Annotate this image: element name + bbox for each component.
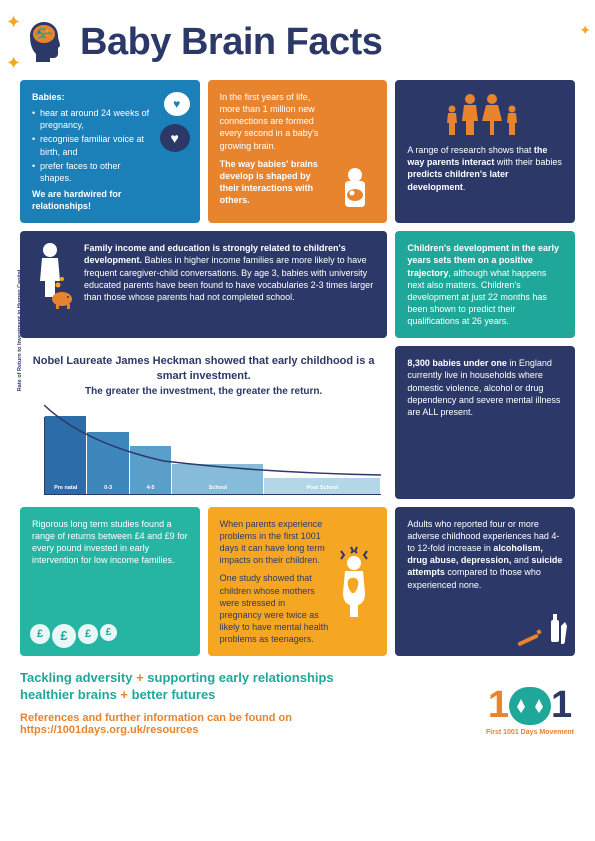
card-england: 8,300 babies under one in England curren… <box>395 346 575 499</box>
chart-bar: 4-5 <box>130 446 172 494</box>
card-stress: When parents experience problems in the … <box>208 507 388 656</box>
chart-subtitle: The greater the investment, the greater … <box>26 386 381 397</box>
card-text: When parents experience problems in the … <box>220 518 330 567</box>
card-heckman-chart: Nobel Laureate James Heckman showed that… <box>20 346 387 499</box>
chart-bar-label: 4-5 <box>130 485 171 491</box>
speech-heart-icon: ♥ <box>160 124 190 152</box>
stressed-person-icon <box>331 545 377 619</box>
card-text: A range of research shows that <box>407 145 534 155</box>
card-text: Rigorous long term studies found a range… <box>32 519 188 565</box>
card-heading: 8,300 babies under one <box>407 358 507 368</box>
card-returns: Rigorous long term studies found a range… <box>20 507 200 656</box>
logo-subtitle: First 1001 Days Movement <box>485 729 575 736</box>
card-babies: Babies: hear at around 24 weeks of pregn… <box>20 80 200 223</box>
references-text: References and further information can b… <box>20 712 485 736</box>
pound-icons: ££££ <box>30 624 117 648</box>
chart-bar: Pre natal <box>45 416 87 494</box>
card-heading: Babies: <box>32 92 65 102</box>
brain-head-icon <box>20 18 68 66</box>
card-text: with their babies <box>494 157 562 167</box>
chart-bar-label: Pre natal <box>45 485 86 491</box>
infographic-grid: Babies: hear at around 24 weeks of pregn… <box>20 80 575 656</box>
card-income: Family income and education is strongly … <box>20 231 387 338</box>
tagline: Tackling adversity + supporting early re… <box>20 670 485 704</box>
card-connections: In the first years of life, more than 1 … <box>208 80 388 223</box>
chart-ylabel: Rate of Return to Investment in Human Ca… <box>17 269 23 391</box>
star-decoration: ✦ <box>6 12 21 33</box>
card-trajectory: Children's development in the early year… <box>395 231 575 338</box>
card-text: One study showed that children whose mot… <box>220 572 330 645</box>
list-item: hear at around 24 weeks of pregnancy, <box>32 107 150 131</box>
logo-1001: 1 1 First 1001 Days Movement <box>485 684 575 736</box>
star-decoration: ✦ <box>6 53 21 74</box>
family-icon <box>407 91 563 138</box>
babies-list: hear at around 24 weeks of pregnancy, re… <box>32 107 150 184</box>
speech-heart-icon: ♥ <box>164 92 190 116</box>
card-footer: We are hardwired for relationships! <box>32 189 121 211</box>
card-text: and <box>511 555 531 565</box>
chart-bar-label: School <box>172 485 263 491</box>
bottle-syringe-icon <box>513 612 567 650</box>
chart-bar: School <box>172 464 264 494</box>
list-item: prefer faces to other shapes. <box>32 160 150 184</box>
chart-title: Nobel Laureate James Heckman showed that… <box>26 354 381 383</box>
header: ✦ ✦ Baby Brain Facts ✦ <box>20 18 575 66</box>
chart-bar-label: Post School <box>264 485 380 491</box>
references-url: https://1001days.org.uk/resources <box>20 724 199 736</box>
page-title: Baby Brain Facts <box>80 21 382 64</box>
footer: Tackling adversity + supporting early re… <box>20 670 575 736</box>
card-parents: A range of research shows that the way p… <box>395 80 575 223</box>
chart-bar: 0-3 <box>87 432 129 494</box>
list-item: recognise familiar voice at birth, and <box>32 133 150 157</box>
mother-baby-icon <box>331 165 379 213</box>
star-decoration: ✦ <box>579 22 591 39</box>
card-text: In the first years of life, more than 1 … <box>220 91 330 152</box>
chart-bar-label: 0-3 <box>87 485 128 491</box>
card-adverse: Adults who reported four or more adverse… <box>395 507 575 656</box>
chart-bar: Post School <box>264 478 381 494</box>
card-text-bold: predicts children's later development <box>407 169 508 191</box>
card-text-bold: The way babies' brains develop is shaped… <box>220 159 318 205</box>
return-chart: Rate of Return to Investment in Human Ca… <box>26 403 381 495</box>
person-piggy-icon <box>30 241 78 311</box>
